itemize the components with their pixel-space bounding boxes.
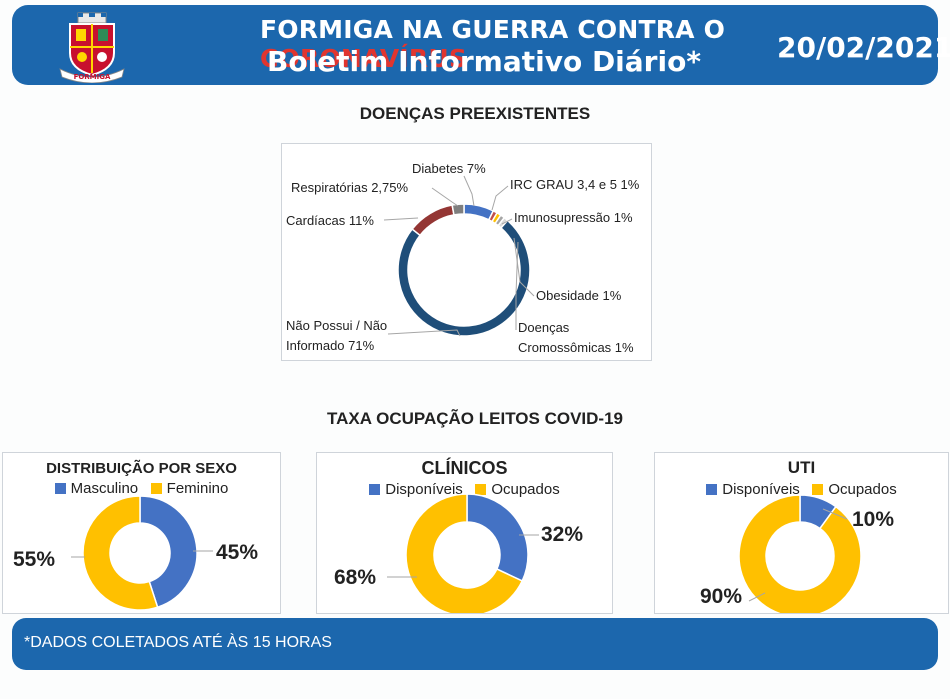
label-cardiacas: Cardíacas 11% [286,213,374,228]
uti-legend: Disponíveis Ocupados [655,481,948,498]
preexisting-slice-diabetes [463,203,495,221]
leader-uti-ocupados [748,592,766,602]
label-irc: IRC GRAU 3,4 e 5 1% [510,177,640,192]
label-nao-possui-line1: Não Possui / Não [286,318,388,333]
preexisting-title: DOENÇAS PREEXISTENTES [359,104,591,123]
sex-panel: DISTRIBUIÇÃO POR SEXO Masculino Feminino… [2,452,281,614]
sex-donut-chart [71,495,213,611]
footer-note: *DADOS COLETADOS ATÉ ÀS 15 HORAS [24,634,332,651]
label-obesidade: Obesidade 1% [536,288,622,303]
header-title-prefix: FORMIGA NA GUERRA CONTRA O [260,15,726,44]
city-crest-icon: FORMIGA [59,12,125,83]
leader-uti-disponiveis [822,508,848,520]
header-subtitle: Boletim Informativo Diário* [267,45,701,78]
legend-uti-disponiveis: Disponíveis [722,481,800,498]
pct-clinicos-ocupados: 68% [334,566,377,589]
pct-uti-disponiveis: 10% [852,508,895,531]
legend-disponiveis: Disponíveis [385,481,463,498]
bulletin-date: 20/02/2021 [777,31,950,64]
clinicos-panel: CLÍNICOS Disponíveis Ocupados 32% 68% [316,452,613,614]
label-nao-possui-line2: Informado 71% [286,338,375,353]
pct-feminino: 55% [13,548,56,571]
leader-cardiacas [383,217,419,221]
label-imunosupressao: Imunosupressão 1% [514,210,633,225]
legend-uti-ocupados: Ocupados [828,481,897,498]
pct-clinicos-disponiveis: 32% [541,523,584,546]
preexisting-donut-chart [383,175,535,337]
clinicos-legend: Disponíveis Ocupados [317,481,612,498]
legend-swatch-feminino [150,482,162,494]
clinicos-slice-dispon-veis [466,493,529,582]
uti-panel: UTI Disponíveis Ocupados 10% 90% [654,452,949,614]
clinicos-donut-chart [387,493,539,613]
header-title: FORMIGA NA GUERRA CONTRA O CORONAVÍRUS [260,15,938,73]
leader-irc [491,185,509,211]
label-doencas-line2: Cromossômicas 1% [518,340,634,355]
sex-slice-feminino [82,495,159,611]
label-diabetes: Diabetes 7% [412,161,486,176]
legend-swatch-disponiveis [369,483,381,495]
occupancy-title: TAXA OCUPAÇÃO LEITOS COVID-19 [327,409,623,428]
pct-masculino: 45% [216,541,259,564]
footer-banner: *DADOS COLETADOS ATÉ ÀS 15 HORAS [12,618,938,670]
legend-masculino: Masculino [70,480,139,497]
sex-slice-masculino [139,495,198,609]
sex-title: DISTRIBUIÇÃO POR SEXO [46,460,237,477]
header-title-highlight: CORONAVÍRUS [260,44,468,73]
label-doencas-line1: Doenças [518,320,570,335]
uti-donut-chart [738,494,862,613]
legend-swatch-uti-ocupados [812,483,824,495]
legend-swatch-ocupados [475,483,487,495]
preexisting-slice-card-acas [411,204,455,237]
legend-swatch-uti-disponiveis [706,483,718,495]
leader-obesidade [513,237,535,297]
leader-imunosupressao [501,218,513,225]
clinicos-title: CLÍNICOS [421,458,508,478]
legend-ocupados: Ocupados [491,481,560,498]
sex-legend: Masculino Feminino [3,480,280,497]
uti-slice-ocupados [738,494,862,613]
leader-nao-possui [387,329,461,337]
preexisting-panel: Diabetes 7% IRC GRAU 3,4 e 5 1% Imunosup… [281,143,652,361]
clinicos-slice-ocupados [405,493,524,613]
leader-diabetes [463,175,475,207]
leader-respiratorias [431,187,459,207]
label-respiratorias: Respiratórias 2,75% [291,180,409,195]
preexisting-slice-n-o-possui-n-o-informado [397,219,531,337]
legend-swatch-masculino [54,482,66,494]
header-banner: FORMIGA FORMIGA NA GUERRA CONTRA O CORON… [12,5,950,85]
uti-title: UTI [787,458,816,477]
leader-cromossomicas [515,241,519,330]
pct-uti-ocupados: 90% [700,585,743,608]
crest-banner-text: FORMIGA [74,73,111,81]
legend-feminino: Feminino [166,480,229,497]
